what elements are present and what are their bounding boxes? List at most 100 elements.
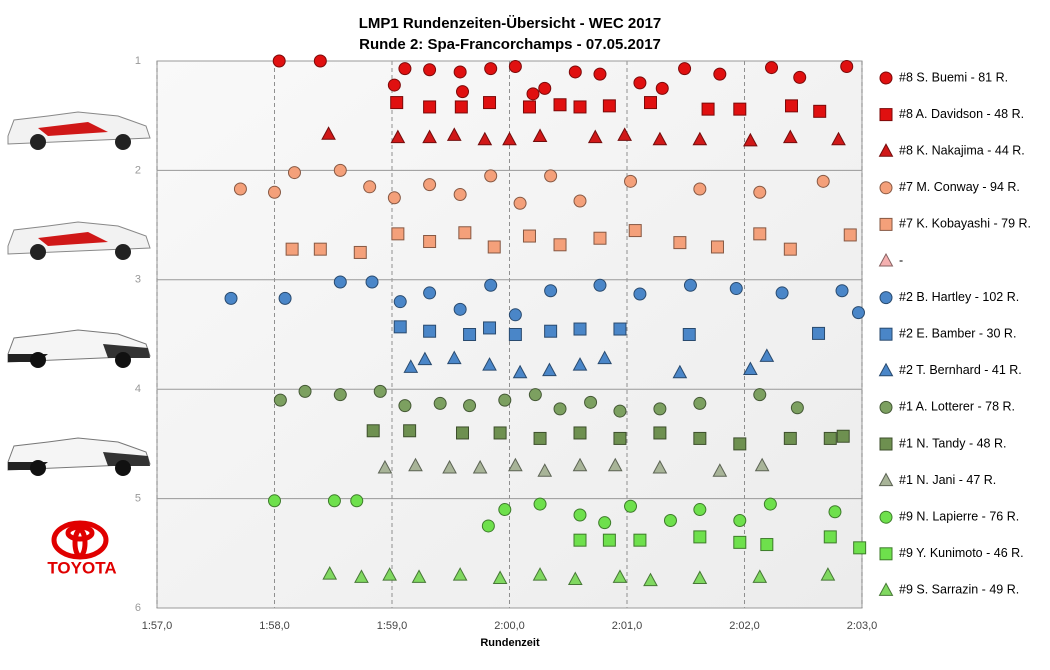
point (644, 96, 657, 110)
legend-marker (879, 71, 893, 85)
point (463, 399, 477, 413)
x-tick-label: 2:02,0 (729, 620, 760, 632)
point (823, 431, 837, 445)
point (353, 245, 367, 259)
point (617, 127, 632, 141)
point (366, 424, 380, 438)
point (843, 228, 857, 242)
point (454, 100, 468, 114)
point (298, 384, 312, 398)
point (390, 129, 406, 144)
point (484, 278, 498, 292)
point (403, 359, 419, 373)
point (377, 459, 393, 474)
point (484, 169, 498, 183)
legend-marker (879, 327, 893, 341)
point (287, 166, 301, 180)
legend-marker (879, 291, 893, 305)
point (568, 65, 582, 79)
point (790, 401, 804, 415)
legend-label: #2 T. Bernhard - 41 R. (899, 363, 1022, 377)
legend-label: #1 N. Tandy - 48 R. (899, 436, 1006, 450)
y-tick-label: 2 (135, 164, 141, 176)
legend-label: #2 B. Hartley - 102 R. (899, 290, 1019, 304)
legend-marker (878, 362, 894, 377)
point (453, 187, 467, 201)
point (273, 393, 287, 407)
x-tick-label: 1:57,0 (142, 620, 173, 632)
point (456, 85, 469, 99)
point (712, 463, 728, 477)
point (573, 426, 587, 440)
point (456, 426, 469, 440)
point (655, 81, 669, 95)
legend-marker (879, 181, 893, 195)
point (840, 59, 854, 73)
point (831, 131, 846, 146)
point (783, 431, 797, 445)
point (653, 402, 667, 416)
point (693, 182, 707, 196)
point (612, 569, 628, 583)
point (453, 65, 467, 79)
point (828, 505, 842, 519)
point (390, 96, 404, 110)
point (398, 399, 412, 413)
point (693, 431, 707, 445)
x-tick-label: 1:58,0 (259, 620, 290, 632)
point (492, 570, 508, 584)
point (363, 180, 377, 194)
point (754, 457, 770, 472)
point (224, 291, 238, 305)
point (268, 494, 281, 508)
point (423, 100, 437, 114)
point (508, 328, 522, 341)
legend-marker (879, 108, 893, 122)
point (584, 395, 598, 409)
point (522, 229, 536, 243)
point (403, 424, 417, 438)
legend-marker (879, 217, 893, 231)
point (542, 362, 557, 377)
point (321, 126, 336, 140)
point (452, 567, 468, 581)
car-images (7, 111, 151, 560)
point (391, 227, 405, 241)
point (423, 286, 437, 300)
point (333, 388, 347, 402)
x-axis-label: Rundenzeit (480, 637, 540, 649)
point (753, 388, 767, 402)
point (484, 62, 498, 76)
point (322, 566, 338, 580)
legend-marker (879, 510, 893, 524)
point (573, 533, 587, 547)
point (533, 497, 547, 511)
point (593, 278, 607, 292)
point (233, 182, 247, 196)
legend-marker (878, 582, 894, 596)
point (544, 169, 558, 183)
y-tick-label: 5 (135, 493, 141, 505)
y-tick-label: 3 (135, 274, 141, 286)
legend-label: #8 S. Buemi - 81 R. (899, 70, 1008, 84)
point (572, 457, 588, 472)
point (628, 224, 642, 238)
point (633, 533, 647, 547)
point (508, 59, 522, 73)
point (498, 393, 512, 407)
point (602, 99, 616, 113)
point (423, 178, 437, 192)
point (487, 240, 501, 254)
legend-marker (878, 252, 894, 267)
point (268, 185, 281, 199)
point (532, 128, 548, 142)
point (836, 429, 850, 443)
legend-label: #8 A. Davidson - 48 R. (899, 107, 1024, 121)
legend-label: #1 N. Jani - 47 R. (899, 473, 996, 487)
point (553, 402, 567, 416)
chart-subtitle: Runde 2: Spa-Francorchamps - 07.05.2017 (359, 36, 661, 53)
point (851, 306, 865, 320)
point (753, 185, 767, 199)
point (354, 569, 369, 583)
